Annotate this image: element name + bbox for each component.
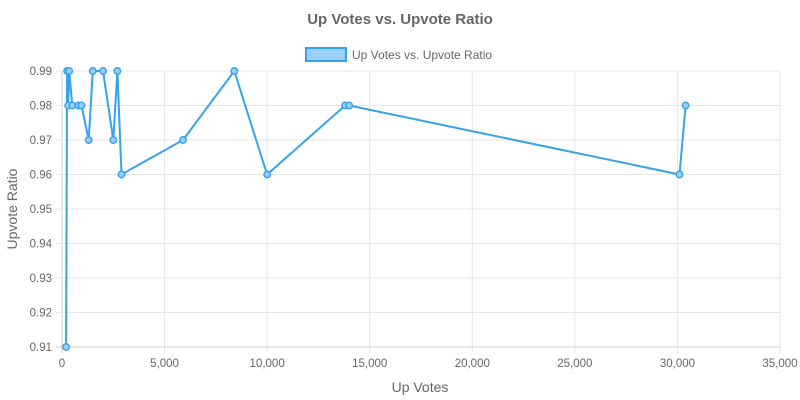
y-axis-ticks: 0.91 0.92 0.93 0.94 0.95 0.96 0.97 0.98 0.99 bbox=[30, 66, 53, 354]
y-tick-label: 0.98 bbox=[30, 101, 52, 113]
y-tick-label: 0.97 bbox=[30, 135, 52, 147]
chart-title: Up Votes vs. Upvote Ratio bbox=[307, 11, 493, 28]
x-tick-label: 35,000 bbox=[762, 358, 797, 370]
y-tick-label: 0.94 bbox=[30, 239, 53, 251]
data-point[interactable] bbox=[263, 170, 272, 179]
y-tick-label: 0.91 bbox=[30, 342, 52, 354]
data-point[interactable] bbox=[88, 67, 97, 75]
data-point[interactable] bbox=[77, 101, 86, 110]
legend[interactable]: Up Votes vs. Upvote Ratio bbox=[305, 47, 492, 62]
y-tick-label: 0.93 bbox=[30, 273, 52, 285]
y-tick-label: 0.96 bbox=[30, 170, 52, 182]
data-point[interactable] bbox=[675, 170, 684, 179]
legend-label[interactable]: Up Votes vs. Upvote Ratio bbox=[352, 48, 492, 62]
x-axis-ticks: 0 5,000 10,000 15,000 20,000 25,000 30,000 35,0… bbox=[59, 358, 798, 370]
data-point[interactable] bbox=[99, 67, 107, 75]
x-tick-label: 10,000 bbox=[250, 358, 285, 370]
y-axis-label: Upvote Ratio bbox=[4, 168, 20, 249]
data-point[interactable] bbox=[345, 101, 354, 110]
data-point[interactable] bbox=[113, 67, 122, 75]
data-point[interactable] bbox=[65, 67, 74, 75]
y-tick-label: 0.95 bbox=[30, 204, 52, 216]
x-tick-label: 15,000 bbox=[352, 358, 387, 370]
x-tick-label: 30,000 bbox=[660, 358, 695, 370]
x-tick-label: 0 bbox=[59, 358, 65, 370]
data-point[interactable] bbox=[109, 136, 118, 144]
x-tick-label: 25,000 bbox=[557, 358, 592, 370]
x-axis-label: Up Votes bbox=[392, 379, 449, 395]
data-point[interactable] bbox=[230, 67, 239, 75]
series-line bbox=[65, 70, 687, 348]
data-point[interactable] bbox=[84, 136, 93, 144]
y-tick-label: 0.99 bbox=[30, 66, 52, 78]
y-tick-label: 0.92 bbox=[30, 308, 52, 320]
series-points bbox=[62, 67, 690, 351]
series-line-path bbox=[65, 70, 687, 348]
grid bbox=[56, 70, 781, 353]
legend-swatch[interactable] bbox=[305, 47, 347, 62]
x-tick-label: 20,000 bbox=[455, 358, 490, 370]
data-point[interactable] bbox=[117, 170, 126, 179]
data-point[interactable] bbox=[62, 343, 71, 351]
x-tick-label: 5,000 bbox=[150, 358, 179, 370]
data-point[interactable] bbox=[179, 136, 187, 144]
data-point[interactable] bbox=[681, 101, 690, 110]
